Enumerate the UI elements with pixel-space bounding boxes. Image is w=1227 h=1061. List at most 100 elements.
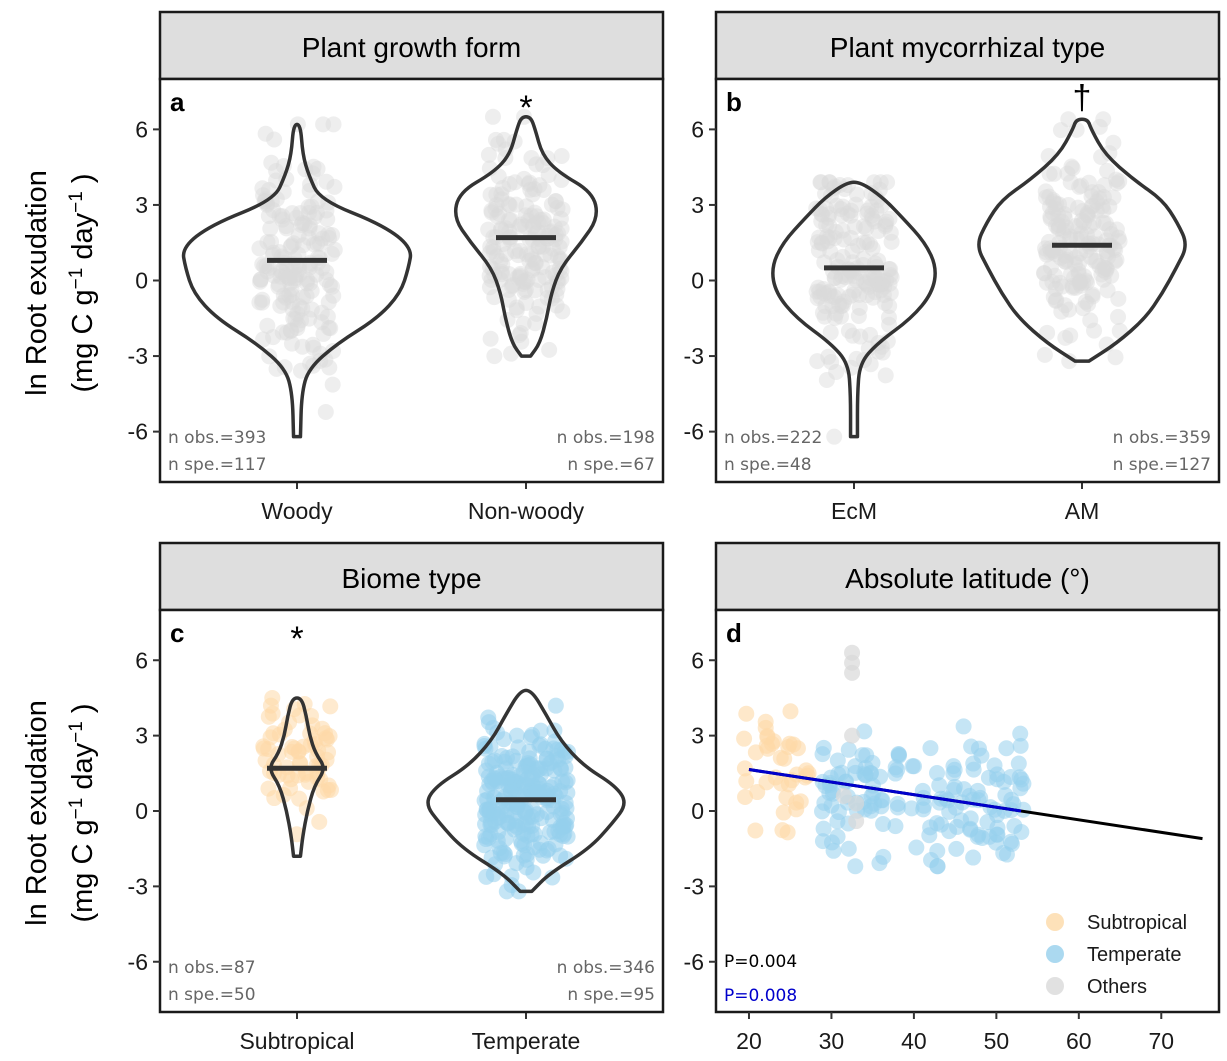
data-point [850,307,867,324]
data-point [314,230,331,247]
data-point [1012,737,1029,754]
data-point [736,760,753,777]
data-point [1060,111,1077,128]
data-point [302,275,319,292]
data-point [523,207,540,224]
data-point [484,108,501,125]
data-point [306,236,323,253]
data-point [547,193,564,210]
data-point [301,217,318,234]
data-point [1048,195,1065,212]
data-point [1072,245,1089,262]
data-point [535,211,552,228]
data-point [321,277,338,294]
data-point [309,160,326,177]
data-point [828,363,845,380]
data-point [881,298,898,315]
data-point [1039,324,1056,341]
data-point [843,202,860,219]
data-point [294,215,311,232]
y-tick-label: 3 [691,723,704,749]
data-point [808,283,825,300]
data-point [324,278,341,295]
data-point [527,254,544,271]
data-point [490,168,507,185]
data-point [965,761,982,778]
data-point [290,743,307,760]
data-point [1075,300,1092,317]
points-Subtropical [255,689,339,843]
x-tick-label: Subtropical [239,1028,354,1054]
significance-marker: † [1073,79,1092,117]
data-point [530,271,547,288]
data-point [817,185,834,202]
data-point [482,186,499,203]
data-point [532,211,549,228]
data-point [1042,244,1059,261]
data-point [812,174,829,191]
data-point [972,789,989,806]
data-point [1105,189,1122,206]
data-point [872,768,889,785]
data-point [511,218,528,235]
data-point [852,328,869,345]
data-point [493,191,510,208]
data-point [501,211,518,228]
data-point [493,220,510,237]
data-point [877,216,894,233]
data-point [1076,268,1093,285]
x-tick-label: 70 [1148,1028,1174,1054]
data-point [1111,233,1128,250]
y-axis-title-line2: (mg C g−1 day−1 ) [66,703,99,922]
data-point [828,197,845,214]
data-point [527,315,544,332]
data-point [278,261,295,278]
data-point [814,746,831,763]
y-tick-label: -6 [128,949,148,975]
data-point [844,286,861,303]
data-point [492,253,509,270]
n-spe-label: n spe.=67 [567,455,655,475]
data-point [834,198,851,215]
data-point [287,270,304,287]
data-point [1041,165,1058,182]
data-point [866,266,883,283]
data-point [500,291,517,308]
data-point [1047,292,1064,309]
data-point [315,116,332,133]
data-point [877,218,894,235]
data-point [1045,194,1062,211]
data-point [317,403,334,420]
data-point [840,267,857,284]
data-point [1050,216,1067,233]
data-point [284,301,301,318]
data-point [531,177,548,194]
data-point [1084,184,1101,201]
data-point [493,263,510,280]
data-point [929,765,946,782]
data-point [737,788,754,805]
data-point [553,233,570,250]
data-point [278,218,295,235]
data-point [272,262,289,279]
data-point [832,201,849,218]
data-point [821,229,838,246]
data-point [252,271,269,288]
data-point [1053,303,1070,320]
data-point [848,350,865,367]
data-point [528,208,545,225]
data-point [513,333,530,350]
data-point [1057,253,1074,270]
data-point [810,242,827,259]
data-point [510,247,527,264]
y-axis-title-top: ln Root exudation (mg C g−1 day−1 ) [21,170,99,396]
data-point [1105,134,1122,151]
data-point [1038,244,1055,261]
data-point [747,822,764,839]
data-point [311,813,328,830]
data-point [535,215,552,232]
data-point [945,758,962,775]
data-point [818,372,835,389]
data-point [1066,269,1083,286]
